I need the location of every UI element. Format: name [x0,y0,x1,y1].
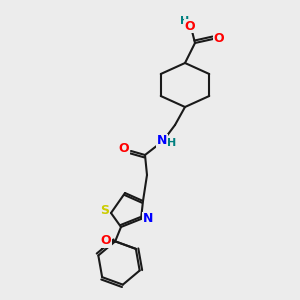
Text: O: O [214,32,224,46]
Text: O: O [185,20,195,32]
Text: O: O [100,234,111,248]
Text: N: N [143,212,153,226]
Text: H: H [180,16,190,26]
Text: N: N [157,134,167,148]
Text: O: O [119,142,129,155]
Text: H: H [167,138,177,148]
Text: S: S [100,205,109,218]
